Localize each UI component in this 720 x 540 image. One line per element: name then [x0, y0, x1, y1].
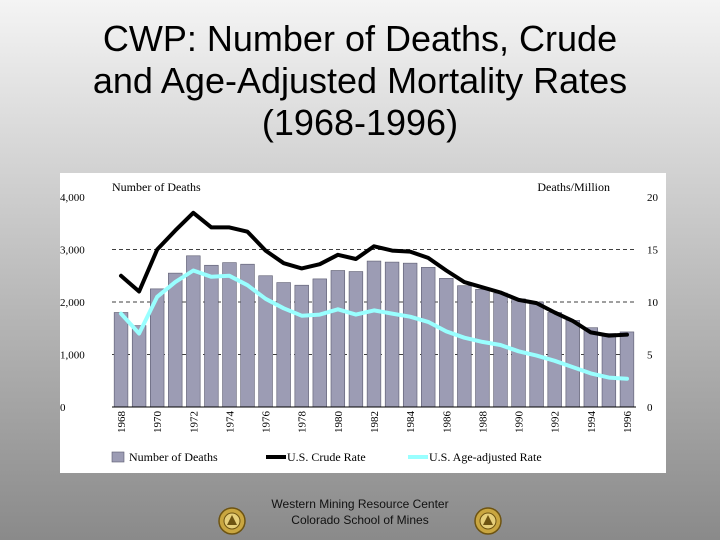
- bar-number-of-deaths: [493, 292, 508, 408]
- x-tick-label: 1978: [297, 411, 309, 434]
- bar-number-of-deaths: [348, 271, 364, 408]
- bar-number-of-deaths: [204, 264, 219, 408]
- bar-number-of-deaths: [186, 255, 201, 408]
- left-tick-label: 0: [60, 402, 66, 414]
- x-tick-label: 1988: [477, 411, 489, 434]
- legend-label-us-crude-rate: U.S. Crude Rate: [287, 450, 366, 464]
- legend-label-us-age-adjusted-rate: U.S. Age-adjusted Rate: [429, 450, 542, 464]
- x-tick-label: 1972: [188, 411, 200, 433]
- bar-number-of-deaths: [583, 327, 598, 408]
- line-us-crude-rate: [119, 210, 629, 338]
- bar-number-of-deaths: [131, 325, 147, 408]
- bar-number-of-deaths: [421, 267, 436, 408]
- bar-number-of-deaths: [601, 333, 617, 408]
- mortality-chart: 4,000 3,000 2,000 1,000 0 20 15 10 5 0 Number of D…: [60, 180, 659, 464]
- x-tick-label: 1980: [333, 411, 345, 434]
- title-line-3: (1968-1996): [261, 102, 459, 143]
- legend-label-number-of-deaths: Number of Deaths: [129, 450, 218, 464]
- slide-title: CWP: Number of Deaths, Crude and Age-Adj…: [0, 18, 720, 144]
- bar-number-of-deaths: [366, 260, 382, 408]
- title-line-1: CWP: Number of Deaths, Crude: [102, 18, 618, 59]
- school-seal-right-icon: [474, 507, 502, 535]
- bar-number-of-deaths: [168, 272, 183, 408]
- line-us-age-adjusted-rate: [119, 268, 629, 381]
- x-tick-label: 1982: [369, 411, 381, 433]
- left-tick-label: 3,000: [60, 245, 85, 257]
- left-tick-label: 4,000: [60, 192, 85, 204]
- bar-number-of-deaths: [619, 331, 635, 408]
- bar-number-of-deaths: [402, 262, 418, 408]
- bar-number-of-deaths: [276, 282, 291, 408]
- bar-number-of-deaths: [384, 261, 400, 408]
- left-tick-label: 2,000: [60, 297, 85, 309]
- x-tick-label: 1974: [224, 411, 236, 434]
- x-tick-label: 1992: [550, 411, 562, 433]
- right-tick-label: 20: [647, 192, 659, 204]
- footer: Western Mining Resource Center Colorado …: [0, 496, 720, 528]
- bar-number-of-deaths: [294, 284, 309, 408]
- bar-number-of-deaths: [113, 312, 129, 408]
- footer-line-2: Colorado School of Mines: [291, 513, 429, 527]
- right-tick-label: 10: [647, 297, 659, 309]
- bar-number-of-deaths: [475, 289, 490, 408]
- chart-panel: 4,000 3,000 2,000 1,000 0 20 15 10 5 0 Number of D…: [60, 173, 666, 473]
- right-tick-label: 15: [647, 245, 659, 257]
- title-line-2: and Age-Adjusted Mortality Rates: [92, 60, 628, 101]
- x-tick-label: 1996: [622, 411, 634, 434]
- school-seal-left-icon: [218, 507, 246, 535]
- x-tick-label: 1976: [261, 411, 273, 434]
- x-tick-label: 1986: [441, 411, 453, 434]
- bar-number-of-deaths: [330, 270, 346, 408]
- left-tick-label: 1,000: [60, 350, 85, 362]
- x-tick-label: 1970: [152, 411, 164, 434]
- x-tick-label: 1984: [405, 411, 417, 434]
- bar-number-of-deaths: [457, 285, 472, 408]
- right-tick-label: 5: [647, 350, 653, 362]
- bar-number-of-deaths: [439, 278, 454, 408]
- bar-number-of-deaths: [222, 262, 237, 408]
- x-tick-label: 1994: [586, 411, 598, 434]
- left-axis-title: Number of Deaths: [112, 180, 201, 194]
- x-tick-label: 1990: [514, 411, 526, 434]
- footer-line-1: Western Mining Resource Center: [271, 497, 449, 511]
- x-tick-label: 1968: [116, 411, 128, 434]
- bar-number-of-deaths: [312, 278, 327, 408]
- right-tick-label: 0: [647, 402, 653, 414]
- legend-swatch-number-of-deaths: [111, 451, 125, 463]
- right-axis-title: Deaths/Million: [537, 180, 610, 194]
